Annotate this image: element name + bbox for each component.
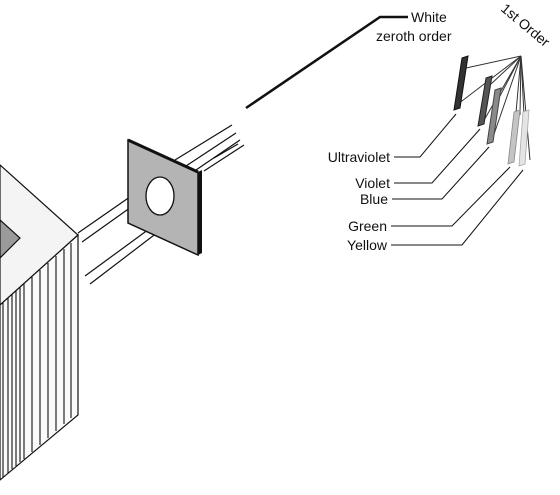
- label-white: White: [411, 9, 447, 25]
- band-green: [507, 109, 521, 165]
- band-ultraviolet: [453, 55, 469, 111]
- label-zeroth-order: zeroth order: [376, 28, 452, 44]
- band-yellow: [518, 109, 530, 167]
- exit-beams: [174, 124, 245, 172]
- lamp-fins: [2, 243, 72, 477]
- label-blue: Blue: [360, 191, 388, 207]
- band-blue: [486, 87, 502, 145]
- label-first-order: 1st Order: [498, 0, 553, 50]
- grating-aperture: [145, 176, 175, 216]
- label-violet: Violet: [355, 175, 390, 191]
- lamp-window: [0, 219, 21, 259]
- first-order-fan: [457, 55, 531, 161]
- band-violet: [477, 75, 493, 127]
- label-ultraviolet: Ultraviolet: [328, 149, 390, 165]
- label-yellow: Yellow: [347, 237, 388, 253]
- grating-plate: [127, 138, 202, 257]
- zeroth-order-beam: [245, 15, 408, 110]
- label-green: Green: [348, 218, 387, 234]
- grating-plate-edge: [198, 170, 202, 255]
- leader-lines: [391, 113, 524, 246]
- spectral-bands: [453, 55, 530, 167]
